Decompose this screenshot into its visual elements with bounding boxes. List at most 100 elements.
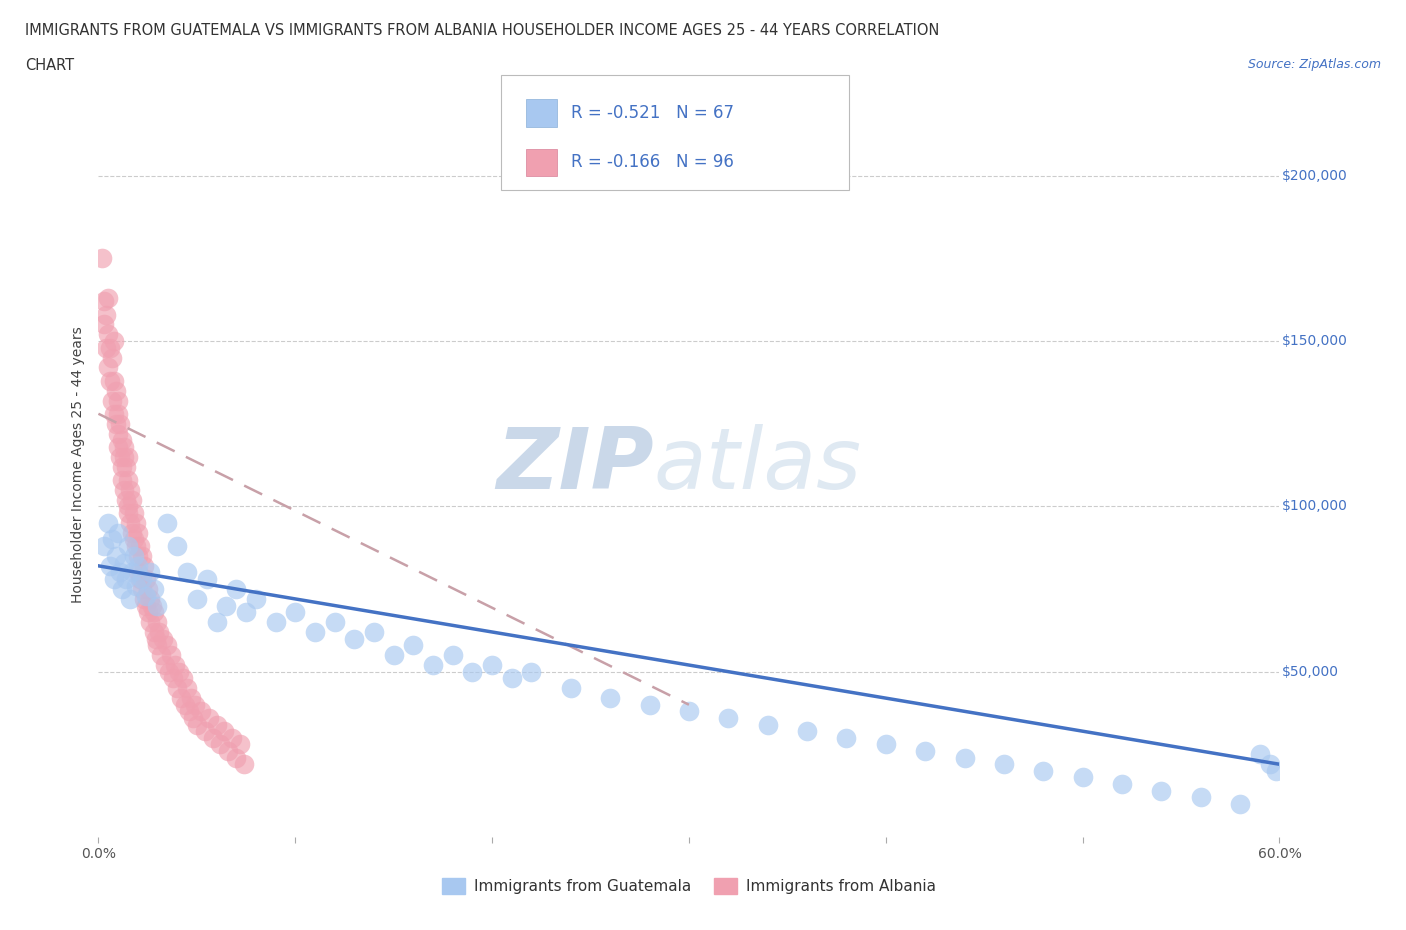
- Point: [215, 598, 238, 613]
- Point: [520, 664, 543, 679]
- Point: [209, 737, 232, 751]
- Point: [217, 744, 239, 759]
- Point: [112, 449, 135, 464]
- Point: [165, 658, 187, 672]
- Point: [638, 698, 661, 712]
- Point: [118, 591, 141, 606]
- Point: [138, 615, 160, 630]
- Point: [194, 724, 217, 738]
- Point: [156, 638, 179, 653]
- Point: [205, 717, 228, 732]
- Point: [135, 598, 157, 613]
- Point: [101, 393, 124, 408]
- Text: $100,000: $100,000: [1282, 499, 1348, 513]
- Point: [148, 625, 170, 640]
- Point: [142, 604, 165, 619]
- Point: [225, 751, 247, 765]
- Point: [128, 538, 150, 553]
- Point: [1258, 757, 1281, 772]
- Point: [131, 549, 153, 564]
- Point: [461, 664, 484, 679]
- Point: [105, 417, 128, 432]
- Point: [96, 340, 118, 355]
- Point: [111, 581, 134, 596]
- Point: [105, 383, 128, 398]
- Point: [422, 658, 444, 672]
- Point: [138, 565, 160, 580]
- Point: [304, 625, 326, 640]
- Point: [323, 615, 346, 630]
- Point: [93, 317, 115, 332]
- Point: [221, 730, 243, 745]
- Point: [112, 439, 135, 454]
- Point: [197, 711, 219, 725]
- Point: [599, 691, 621, 706]
- Point: [127, 558, 149, 573]
- Point: [122, 549, 145, 564]
- Point: [122, 532, 145, 547]
- Point: [229, 737, 252, 751]
- Point: [363, 625, 385, 640]
- Point: [122, 506, 145, 521]
- Point: [176, 565, 198, 580]
- Point: [264, 615, 287, 630]
- Point: [103, 373, 125, 388]
- Point: [91, 251, 114, 266]
- Point: [112, 483, 135, 498]
- Point: [914, 744, 936, 759]
- Point: [98, 340, 121, 355]
- Point: [135, 572, 157, 587]
- Text: ZIP: ZIP: [496, 423, 654, 507]
- Point: [96, 307, 118, 322]
- Point: [121, 525, 143, 540]
- Point: [112, 555, 135, 570]
- Point: [97, 290, 120, 305]
- Point: [118, 483, 141, 498]
- Point: [117, 538, 139, 553]
- Point: [1150, 783, 1173, 798]
- Point: [136, 581, 159, 596]
- Point: [166, 681, 188, 696]
- Point: [103, 572, 125, 587]
- Point: [160, 647, 183, 662]
- Point: [125, 538, 148, 553]
- Point: [195, 572, 218, 587]
- Point: [93, 294, 115, 309]
- Point: [115, 572, 138, 587]
- Point: [162, 671, 184, 685]
- Point: [157, 664, 180, 679]
- Text: $200,000: $200,000: [1282, 168, 1347, 182]
- Point: [97, 327, 120, 342]
- Text: $50,000: $50,000: [1282, 665, 1339, 679]
- Point: [382, 647, 405, 662]
- Point: [796, 724, 818, 738]
- Point: [166, 538, 188, 553]
- Point: [177, 704, 200, 719]
- Point: [115, 459, 138, 474]
- Point: [835, 730, 858, 745]
- Point: [205, 615, 228, 630]
- Point: [186, 591, 208, 606]
- Point: [121, 492, 143, 507]
- Point: [201, 730, 224, 745]
- Point: [107, 439, 129, 454]
- Point: [184, 698, 207, 712]
- Point: [176, 681, 198, 696]
- Point: [97, 515, 120, 530]
- Point: [105, 549, 128, 564]
- Legend: Immigrants from Guatemala, Immigrants from Albania: Immigrants from Guatemala, Immigrants fr…: [436, 871, 942, 900]
- Text: IMMIGRANTS FROM GUATEMALA VS IMMIGRANTS FROM ALBANIA HOUSEHOLDER INCOME AGES 25 : IMMIGRANTS FROM GUATEMALA VS IMMIGRANTS …: [25, 23, 939, 38]
- Point: [117, 449, 139, 464]
- Point: [180, 691, 202, 706]
- Point: [142, 581, 165, 596]
- Point: [953, 751, 976, 765]
- Point: [1249, 747, 1271, 762]
- Point: [481, 658, 503, 672]
- Point: [141, 598, 163, 613]
- Point: [111, 459, 134, 474]
- Point: [172, 671, 194, 685]
- Point: [101, 350, 124, 365]
- Point: [108, 565, 131, 580]
- Point: [111, 432, 134, 447]
- Point: [174, 698, 197, 712]
